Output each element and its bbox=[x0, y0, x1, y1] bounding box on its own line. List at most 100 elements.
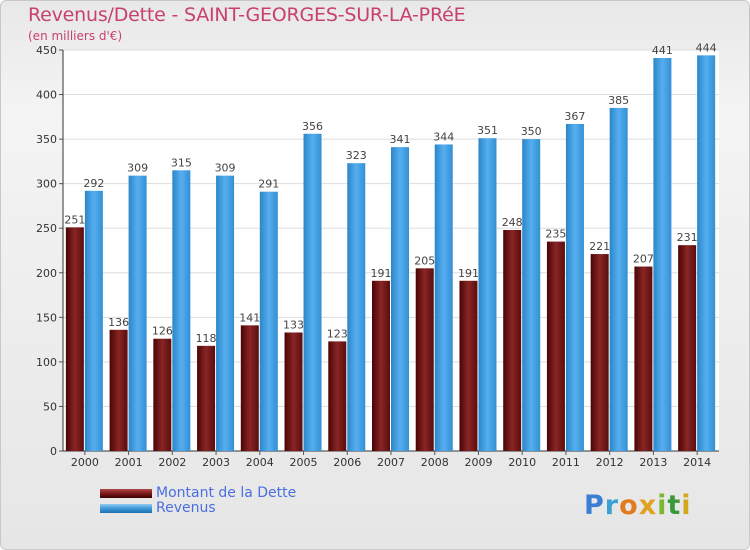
x-tick-label: 2006 bbox=[333, 456, 361, 469]
data-label-dette: 231 bbox=[677, 231, 698, 244]
data-label-dette: 136 bbox=[108, 316, 129, 329]
bar-revenus bbox=[172, 170, 191, 452]
x-tick-label: 2009 bbox=[464, 456, 492, 469]
y-tick-label: 400 bbox=[36, 89, 57, 102]
bar-dette bbox=[415, 268, 434, 451]
bar-revenus bbox=[522, 139, 541, 451]
data-label-dette: 221 bbox=[589, 240, 610, 253]
x-tick-label: 2012 bbox=[596, 456, 624, 469]
bar-revenus bbox=[653, 58, 672, 452]
bar-revenus bbox=[391, 147, 409, 451]
data-label-revenus: 309 bbox=[127, 162, 148, 175]
data-label-revenus: 291 bbox=[258, 178, 279, 191]
bar-dette bbox=[197, 345, 216, 451]
y-tick-label: 300 bbox=[36, 178, 57, 191]
data-label-revenus: 385 bbox=[608, 94, 629, 107]
data-label-revenus: 341 bbox=[390, 133, 411, 146]
data-label-dette: 251 bbox=[64, 213, 85, 226]
x-tick-label: 2003 bbox=[202, 456, 230, 469]
y-tick-label: 100 bbox=[36, 356, 57, 369]
data-label-dette: 133 bbox=[283, 318, 304, 331]
data-label-dette: 191 bbox=[371, 267, 392, 280]
legend-swatch-dette bbox=[100, 489, 152, 498]
bar-revenus bbox=[434, 144, 453, 452]
data-label-revenus: 292 bbox=[83, 177, 104, 190]
bar-dette bbox=[372, 280, 390, 451]
chart-subtitle: (en milliers d'€) bbox=[28, 29, 123, 43]
data-label-revenus: 344 bbox=[433, 130, 454, 143]
y-tick-label: 450 bbox=[36, 44, 57, 57]
logo-letter: o bbox=[619, 490, 639, 521]
data-label-revenus: 444 bbox=[696, 41, 717, 54]
data-label-dette: 123 bbox=[327, 327, 348, 340]
data-label-dette: 235 bbox=[545, 228, 566, 241]
y-tick-label: 50 bbox=[43, 400, 57, 413]
data-label-revenus: 367 bbox=[564, 110, 585, 123]
y-tick-label: 150 bbox=[36, 311, 57, 324]
bar-chart: 0 50 100 150 200 250 300 350 400 450 2000 251 292 200… bbox=[36, 41, 719, 469]
x-tick-label: 2004 bbox=[246, 456, 274, 469]
x-tick-label: 2008 bbox=[421, 456, 449, 469]
x-tick-label: 2013 bbox=[639, 456, 667, 469]
x-tick-label: 2010 bbox=[508, 456, 536, 469]
x-tick-label: 2005 bbox=[290, 456, 318, 469]
x-tick-label: 2011 bbox=[552, 456, 580, 469]
data-label-dette: 118 bbox=[196, 332, 217, 345]
bar-dette bbox=[590, 254, 609, 451]
bar-revenus bbox=[697, 55, 716, 451]
bar-revenus bbox=[259, 191, 278, 452]
logo-letter: r bbox=[604, 490, 620, 521]
data-label-dette: 207 bbox=[633, 253, 654, 266]
data-label-dette: 141 bbox=[239, 311, 260, 324]
bar-revenus bbox=[478, 138, 497, 451]
bar-dette bbox=[503, 230, 522, 451]
data-label-dette: 205 bbox=[414, 254, 435, 267]
data-label-revenus: 441 bbox=[652, 44, 673, 57]
bar-dette bbox=[328, 341, 347, 451]
y-tick-label: 200 bbox=[36, 267, 57, 280]
data-label-revenus: 356 bbox=[302, 120, 323, 133]
bar-dette bbox=[153, 338, 172, 451]
data-label-dette: 126 bbox=[152, 325, 173, 338]
data-label-dette: 191 bbox=[458, 267, 479, 280]
legend-label-revenus: Revenus bbox=[156, 500, 216, 516]
bar-dette bbox=[678, 245, 697, 451]
bar-dette bbox=[109, 329, 128, 451]
bar-dette bbox=[284, 332, 303, 451]
legend-label-dette: Montant de la Dette bbox=[156, 485, 297, 501]
logo-letter: t bbox=[667, 490, 682, 521]
bar-revenus bbox=[609, 107, 628, 451]
bar-dette bbox=[240, 325, 259, 451]
logo-letter: i bbox=[657, 490, 668, 521]
logo-letter: i bbox=[681, 490, 692, 521]
y-tick-label: 350 bbox=[36, 133, 57, 146]
logo-letter: x bbox=[638, 490, 658, 521]
bar-revenus bbox=[84, 190, 103, 451]
bar-revenus bbox=[565, 123, 584, 451]
bar-dette bbox=[634, 266, 653, 451]
bar-revenus bbox=[303, 133, 322, 451]
legend-swatch-revenus bbox=[100, 504, 152, 513]
x-tick-label: 2007 bbox=[377, 456, 405, 469]
data-label-revenus: 315 bbox=[171, 156, 192, 169]
x-tick-label: 2000 bbox=[71, 456, 99, 469]
data-label-revenus: 350 bbox=[521, 125, 542, 138]
bar-revenus bbox=[128, 175, 147, 451]
x-tick-label: 2014 bbox=[683, 456, 711, 469]
bar-revenus bbox=[347, 163, 366, 451]
bar-dette bbox=[65, 227, 84, 451]
y-tick-label: 250 bbox=[36, 222, 57, 235]
bar-dette bbox=[546, 241, 565, 451]
logo-letter: P bbox=[584, 490, 605, 521]
x-tick-label: 2002 bbox=[158, 456, 186, 469]
data-label-revenus: 351 bbox=[477, 124, 498, 137]
data-label-revenus: 323 bbox=[346, 149, 367, 162]
proxiti-logo: Proxiti bbox=[584, 490, 692, 521]
chart-title: Revenus/Dette - SAINT-GEORGES-SUR-LA-PRé… bbox=[28, 4, 466, 26]
bar-revenus bbox=[216, 175, 235, 451]
y-tick-label: 0 bbox=[50, 445, 57, 458]
x-tick-label: 2001 bbox=[115, 456, 143, 469]
data-label-revenus: 309 bbox=[215, 162, 236, 175]
bar-dette bbox=[459, 280, 478, 451]
data-label-dette: 248 bbox=[502, 216, 523, 229]
